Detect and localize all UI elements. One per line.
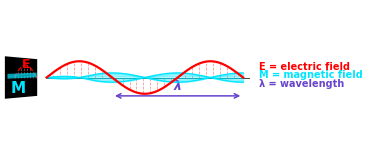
- Text: E: E: [22, 58, 30, 71]
- Text: λ: λ: [174, 80, 181, 93]
- Text: λ = wavelength: λ = wavelength: [259, 79, 345, 89]
- Text: M: M: [11, 81, 26, 97]
- Text: E = electric field: E = electric field: [259, 62, 350, 72]
- Text: M = magnetic field: M = magnetic field: [259, 70, 363, 80]
- Polygon shape: [5, 56, 37, 99]
